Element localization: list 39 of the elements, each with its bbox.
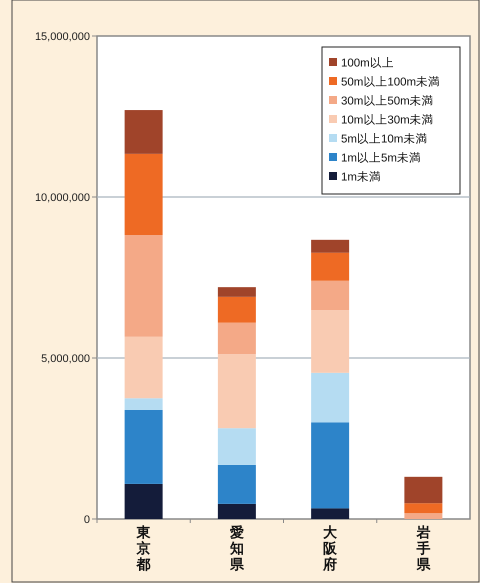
bar (311, 252, 350, 281)
y-tick-label: 10,000,000 (34, 192, 90, 204)
legend-label: 100m以上 (341, 56, 394, 70)
bar (218, 428, 256, 465)
bar (124, 484, 163, 519)
bar (124, 410, 163, 484)
x-tick-label: 愛知県 (228, 524, 245, 572)
bar (311, 280, 350, 310)
legend-label: 30m以上50m未満 (341, 94, 434, 108)
bar (218, 296, 256, 323)
bar (218, 464, 256, 504)
bar (124, 110, 163, 154)
legend-label: 50m以上100m未満 (341, 76, 440, 88)
bar (124, 336, 163, 398)
bar (311, 240, 350, 253)
x-tick-label: 東京都 (136, 524, 152, 572)
bar (311, 310, 350, 373)
bar (218, 287, 256, 297)
y-tick-label: 15,000,000 (34, 31, 90, 43)
bar (404, 503, 442, 514)
bar (124, 398, 163, 410)
legend-label: 1m以上5m未満 (341, 152, 421, 164)
bar (218, 322, 256, 354)
y-tick-label: 0 (84, 514, 90, 526)
legend-label: 10m以上30m未満 (341, 114, 434, 126)
legend-label: 5m以上10m未満 (341, 132, 428, 146)
bar (311, 422, 350, 508)
bar (311, 508, 350, 519)
x-tick-label: 岩手県 (415, 524, 432, 572)
bar (404, 476, 442, 504)
legend-label: 1m未満 (341, 170, 381, 184)
y-tick-label: 5,000,000 (41, 353, 90, 365)
bar (218, 354, 256, 428)
bar (218, 504, 256, 519)
bar (404, 513, 442, 519)
bar (124, 154, 163, 235)
bar (311, 372, 350, 422)
bar (124, 234, 163, 337)
x-tick-label: 大阪府 (322, 524, 338, 572)
